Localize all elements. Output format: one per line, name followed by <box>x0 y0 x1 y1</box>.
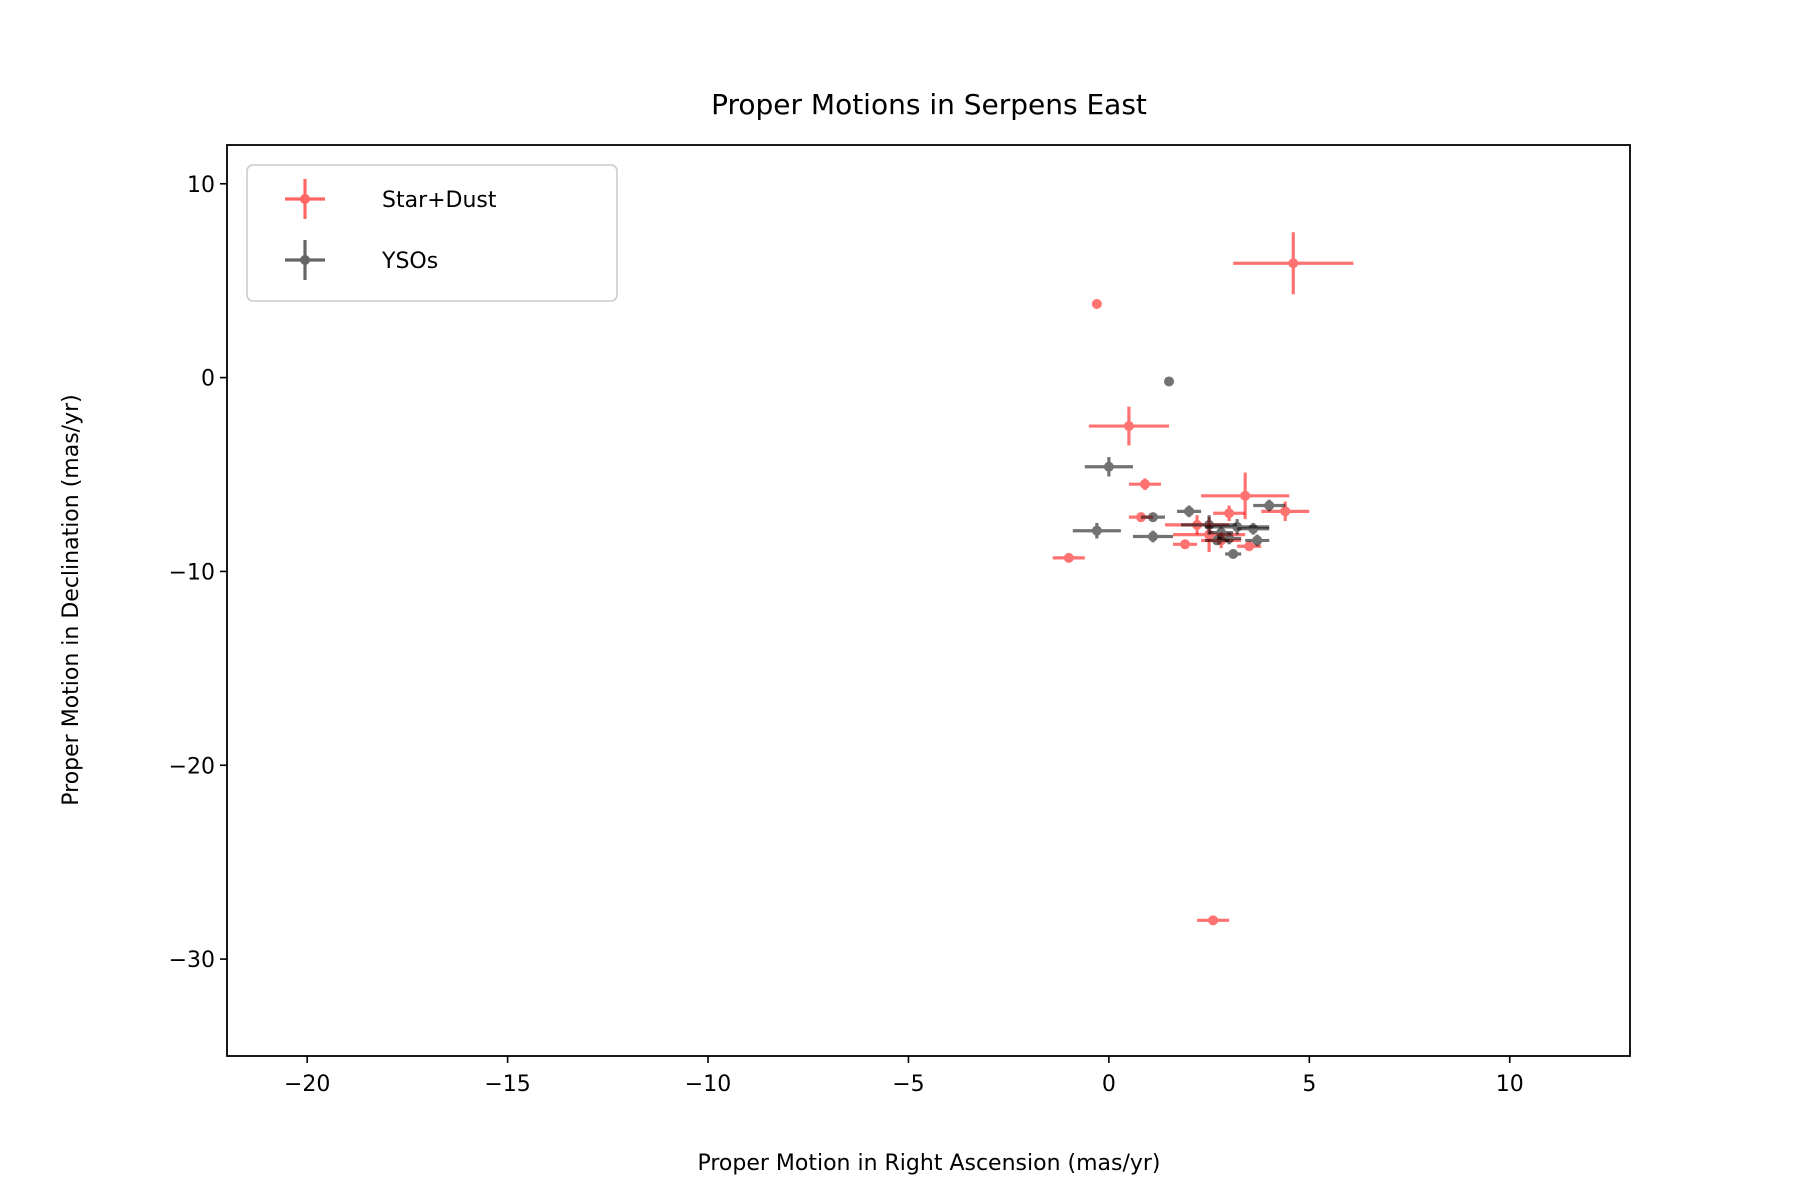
point-marker <box>1123 421 1134 432</box>
y-tick-label: 0 <box>201 367 215 392</box>
series-1 <box>1072 376 1286 559</box>
legend-label: YSOs <box>381 249 438 274</box>
x-axis: −20 −15 −10 −5 0 5 10 <box>284 1056 1524 1097</box>
point-marker <box>1164 376 1175 387</box>
data-point <box>1213 505 1246 522</box>
point-marker <box>1216 527 1227 538</box>
point-marker <box>1091 525 1102 536</box>
data-point <box>1205 535 1230 546</box>
data-point <box>1201 472 1290 520</box>
point-marker <box>1240 490 1251 501</box>
point-marker <box>1208 915 1219 926</box>
chart-title: Proper Motions in Serpens East <box>711 88 1147 121</box>
data-point <box>1225 548 1242 559</box>
legend-entry: YSOs <box>285 240 438 280</box>
x-tick-label: −10 <box>685 1072 731 1097</box>
x-tick-label: −5 <box>892 1072 924 1097</box>
point-marker <box>1091 298 1102 309</box>
point-marker <box>1180 539 1191 550</box>
legend-label: Star+Dust <box>382 188 497 213</box>
point-marker <box>1264 500 1275 511</box>
data-point <box>1245 534 1270 547</box>
point-marker <box>1288 258 1299 269</box>
x-axis-label: Proper Motion in Right Ascension (mas/yr… <box>697 1151 1160 1176</box>
data-point <box>1132 530 1174 543</box>
data-point <box>1128 478 1161 491</box>
data-point <box>1072 522 1121 539</box>
data-point <box>1197 915 1230 926</box>
data-point <box>1084 457 1133 477</box>
x-tick-label: 5 <box>1302 1072 1316 1097</box>
y-tick-label: −10 <box>169 560 215 585</box>
y-tick-label: −30 <box>169 948 215 973</box>
point-marker <box>1244 541 1255 552</box>
x-tick-label: 10 <box>1496 1072 1524 1097</box>
point-marker <box>1063 552 1074 563</box>
legend: Star+Dust YSOs <box>246 164 618 302</box>
data-point <box>1253 499 1286 512</box>
data-point <box>1052 552 1085 563</box>
legend-symbol <box>285 240 325 280</box>
point-marker <box>1248 523 1259 534</box>
y-tick-label: 10 <box>187 173 215 198</box>
data-point <box>1237 522 1270 535</box>
legend-symbol <box>285 179 325 219</box>
data-point <box>1233 232 1354 295</box>
point-marker <box>1228 548 1239 559</box>
point-marker <box>1212 535 1223 546</box>
legend-box <box>246 164 618 302</box>
data-point <box>1164 376 1175 387</box>
point-marker <box>1139 479 1150 490</box>
point-marker <box>1280 506 1291 517</box>
y-axis-label: Proper Motion in Declination (mas/yr) <box>59 394 84 805</box>
data-point <box>1088 406 1170 446</box>
plot-series <box>1052 232 1354 926</box>
x-tick-label: −20 <box>284 1072 330 1097</box>
plot-frame <box>226 144 1631 1057</box>
data-point <box>1091 298 1102 309</box>
point-marker <box>1184 506 1195 517</box>
data-point <box>1173 539 1198 550</box>
x-tick-label: −15 <box>484 1072 530 1097</box>
data-point <box>1140 512 1166 523</box>
point-marker <box>1147 531 1158 542</box>
point-marker <box>1224 508 1235 519</box>
point-marker <box>1252 535 1263 546</box>
x-tick-label: 0 <box>1102 1072 1116 1097</box>
point-marker <box>1103 461 1114 472</box>
y-axis: 10 0 −10 −20 −30 <box>169 173 227 973</box>
data-point <box>1177 505 1202 518</box>
legend-entry: Star+Dust <box>285 179 497 219</box>
point-marker <box>1147 512 1158 523</box>
y-tick-label: −20 <box>169 754 215 779</box>
